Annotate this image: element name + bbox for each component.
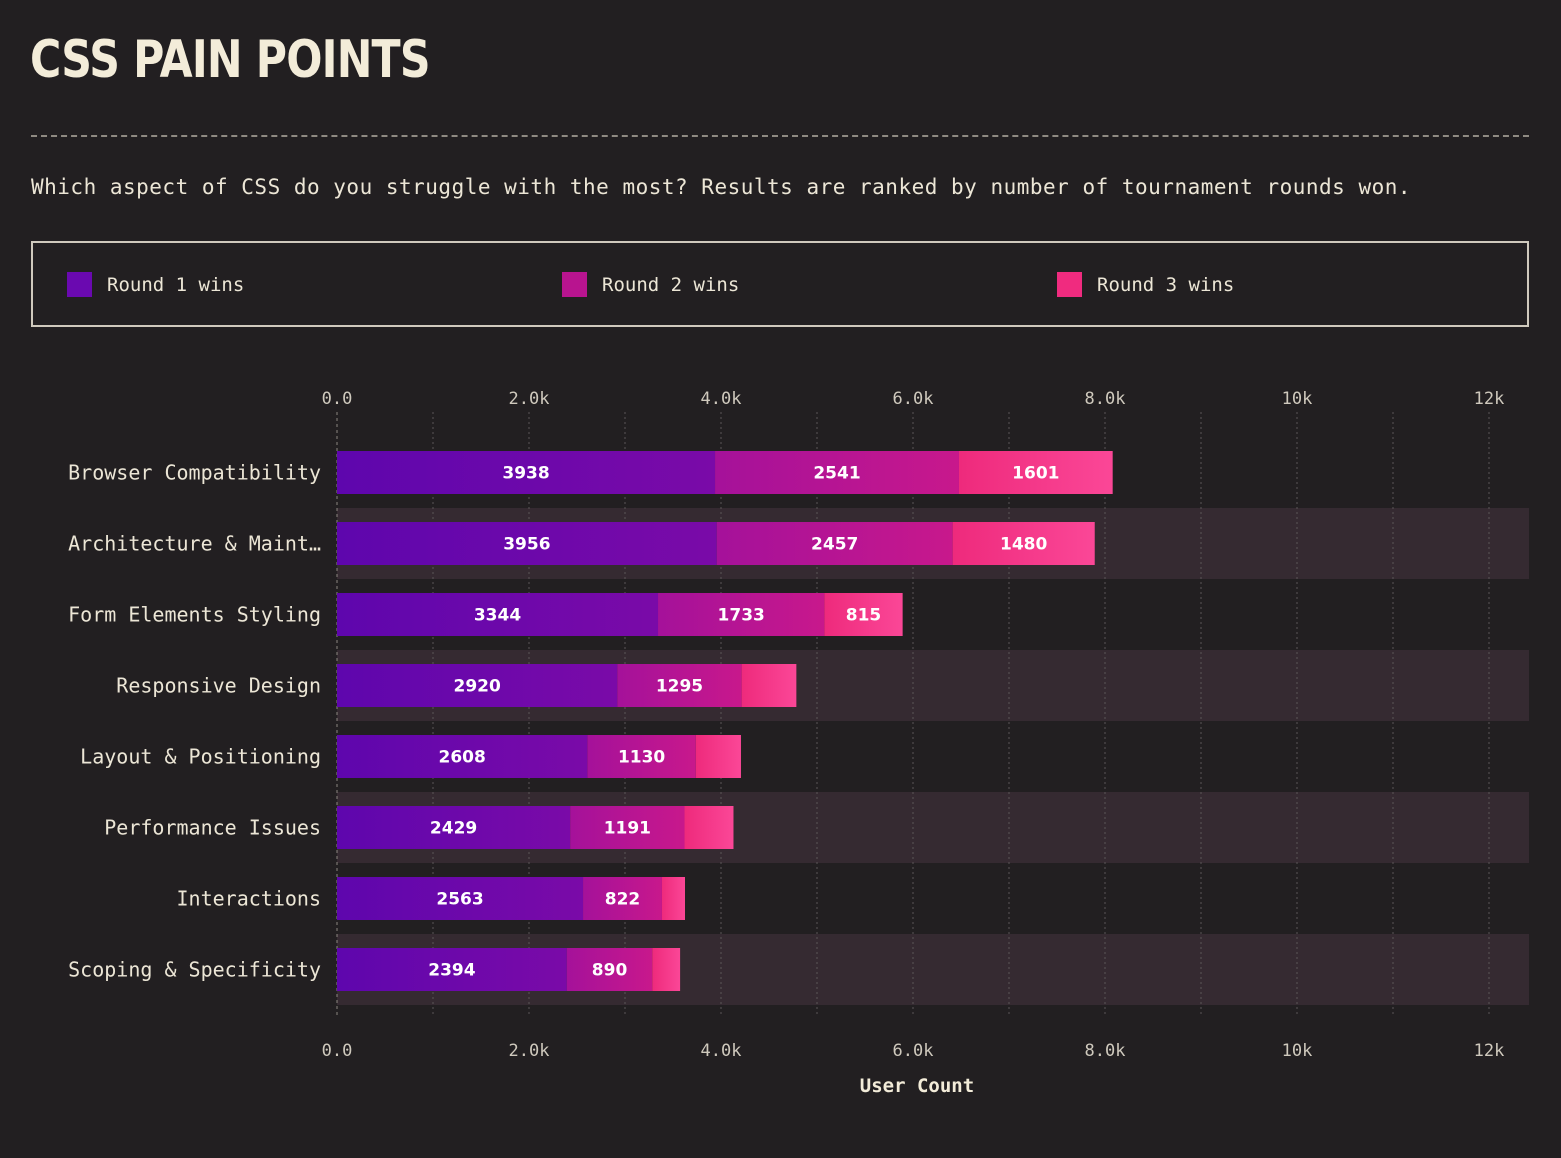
x-tick-label-top: 12k [1474, 389, 1505, 409]
category-label: Interactions [177, 887, 322, 911]
data-label: 1130 [618, 748, 665, 768]
category-label: Layout & Positioning [80, 745, 321, 769]
data-label: 890 [592, 961, 628, 981]
data-label: 2920 [453, 677, 500, 697]
category-label: Form Elements Styling [68, 603, 321, 627]
bar-segment[interactable] [685, 806, 734, 849]
x-tick-label-bottom: 4.0k [701, 1041, 742, 1061]
x-tick-label-bottom: 2.0k [509, 1041, 550, 1061]
bar-segment[interactable] [696, 735, 741, 778]
category-label: Browser Compatibility [68, 461, 321, 485]
category-label: Architecture & Maint… [68, 532, 321, 556]
data-label: 1480 [1000, 535, 1047, 555]
bar-segment[interactable] [742, 664, 797, 707]
category-label: Responsive Design [116, 674, 321, 698]
data-label: 2457 [811, 535, 858, 555]
data-label: 1733 [718, 606, 765, 626]
data-label: 3344 [474, 606, 521, 626]
data-label: 2429 [430, 819, 477, 839]
x-tick-label-bottom: 8.0k [1085, 1041, 1126, 1061]
data-label: 2541 [813, 464, 860, 484]
data-label: 1601 [1012, 464, 1059, 484]
x-tick-label-top: 4.0k [701, 389, 742, 409]
category-label: Scoping & Specificity [68, 958, 321, 982]
x-tick-label-top: 10k [1282, 389, 1313, 409]
bar-segment[interactable] [662, 877, 685, 920]
x-tick-label-bottom: 12k [1474, 1041, 1505, 1061]
x-axis-title: User Count [860, 1075, 974, 1097]
data-label: 2394 [428, 961, 475, 981]
data-label: 815 [846, 606, 882, 626]
data-label: 3956 [503, 535, 550, 555]
x-tick-label-bottom: 10k [1282, 1041, 1313, 1061]
data-label: 3938 [502, 464, 549, 484]
x-tick-label-top: 6.0k [893, 389, 934, 409]
x-tick-label-top: 8.0k [1085, 389, 1126, 409]
x-tick-label-bottom: 6.0k [893, 1041, 934, 1061]
x-tick-label-top: 0.0 [322, 389, 353, 409]
data-label: 2608 [439, 748, 486, 768]
data-label: 1191 [604, 819, 651, 839]
x-tick-label-top: 2.0k [509, 389, 550, 409]
bar-segment[interactable] [652, 948, 680, 991]
data-label: 2563 [436, 890, 483, 910]
category-label: Performance Issues [104, 816, 321, 840]
x-tick-label-bottom: 0.0 [322, 1041, 353, 1061]
data-label: 1295 [656, 677, 703, 697]
data-label: 822 [605, 890, 641, 910]
